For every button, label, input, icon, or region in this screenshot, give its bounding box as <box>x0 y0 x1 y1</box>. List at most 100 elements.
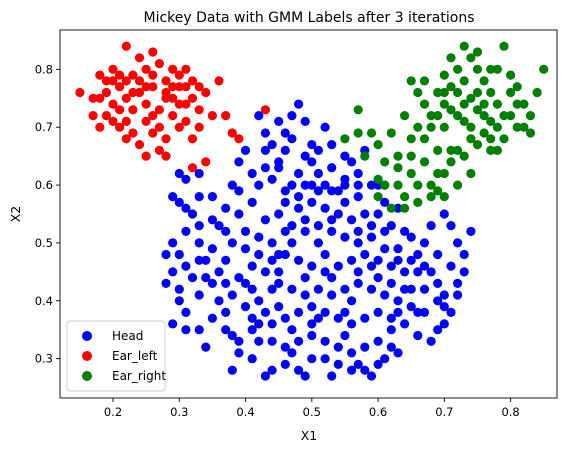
point-head-3 <box>201 342 211 352</box>
point-ear-right-40 <box>380 180 390 190</box>
point-head-204 <box>347 296 357 306</box>
point-ear-left-72 <box>115 70 125 80</box>
point-head-247 <box>287 180 297 190</box>
point-head-37 <box>240 244 251 254</box>
point-head-130 <box>360 342 370 352</box>
point-ear-left-53 <box>134 76 145 86</box>
point-ear-right-89 <box>486 134 496 144</box>
point-ear-right-51 <box>519 122 529 132</box>
point-ear-right-94 <box>433 186 443 196</box>
point-ear-right-66 <box>459 41 469 51</box>
point-head-97 <box>280 249 290 260</box>
point-head-157 <box>466 226 476 236</box>
point-head-210 <box>413 307 423 317</box>
point-ear-right-45 <box>439 168 449 179</box>
point-head-75 <box>300 226 310 236</box>
point-head-19 <box>194 168 204 179</box>
point-ear-right-70 <box>446 145 456 155</box>
point-head-2 <box>194 325 204 335</box>
point-head-71 <box>294 192 304 202</box>
point-ear-left-24 <box>154 122 164 132</box>
y-tick-label: 0.3 <box>35 352 53 366</box>
point-ear-right-58 <box>439 122 449 132</box>
point-head-232 <box>221 278 231 288</box>
point-ear-right-34 <box>459 151 469 161</box>
point-ear-left-4 <box>108 64 118 74</box>
point-head-21 <box>221 203 231 213</box>
point-ear-right-29 <box>525 128 536 138</box>
point-ear-right-41 <box>373 174 383 184</box>
point-head-236 <box>260 307 270 317</box>
point-ear-right-21 <box>492 64 502 74</box>
point-ear-left-61 <box>187 134 198 144</box>
point-head-40 <box>247 197 257 207</box>
point-head-0 <box>168 319 178 329</box>
point-head-15 <box>174 197 184 207</box>
point-head-70 <box>307 197 317 207</box>
point-head-251 <box>234 157 244 167</box>
point-head-174 <box>347 215 357 225</box>
x-tick-label: 0.6 <box>369 405 387 419</box>
x-tick-label: 0.4 <box>236 405 254 419</box>
point-ear-right-9 <box>413 87 423 98</box>
point-head-82 <box>373 209 383 219</box>
point-ear-left-54 <box>148 70 158 80</box>
point-head-119 <box>294 307 304 317</box>
point-head-110 <box>406 302 416 312</box>
point-head-244 <box>327 215 337 225</box>
point-head-219 <box>340 330 350 341</box>
point-ear-right-85 <box>419 134 430 144</box>
point-head-122 <box>254 319 264 329</box>
point-head-231 <box>247 284 257 294</box>
point-ear-left-70 <box>141 82 151 92</box>
point-ear-right-91 <box>506 87 516 98</box>
y-tick-label: 0.7 <box>35 120 53 134</box>
point-head-255 <box>353 180 363 190</box>
point-head-96 <box>294 255 304 265</box>
point-ear-right-75 <box>393 163 403 173</box>
point-head-218 <box>287 348 297 358</box>
point-head-189 <box>300 180 310 190</box>
point-ear-right-15 <box>453 64 463 74</box>
point-head-38 <box>254 232 264 242</box>
point-ear-left-51 <box>108 76 118 86</box>
point-ear-left-74 <box>121 116 131 126</box>
point-ear-left-59 <box>141 151 151 161</box>
point-head-89 <box>386 261 396 271</box>
point-head-194 <box>207 278 217 288</box>
point-ear-right-64 <box>419 76 430 86</box>
point-head-206 <box>400 284 410 294</box>
point-head-126 <box>307 330 317 341</box>
point-head-128 <box>333 342 343 352</box>
point-head-250 <box>247 168 257 179</box>
point-head-17 <box>181 174 191 184</box>
point-ear-right-42 <box>400 192 410 202</box>
point-head-133 <box>373 359 383 369</box>
legend-marker-ear-left <box>82 351 92 361</box>
point-head-142 <box>260 371 270 381</box>
point-ear-right-95 <box>373 192 383 202</box>
point-ear-left-16 <box>187 93 198 103</box>
point-head-112 <box>386 313 396 323</box>
point-ear-right-17 <box>466 53 476 63</box>
legend-box <box>66 320 166 392</box>
point-head-225 <box>380 244 390 254</box>
point-ear-right-47 <box>466 122 476 132</box>
point-head-4 <box>161 278 171 288</box>
point-head-259 <box>207 215 217 225</box>
point-head-238 <box>340 307 350 317</box>
point-ear-left-17 <box>194 105 204 115</box>
point-head-150 <box>439 319 449 329</box>
point-head-147 <box>413 330 423 341</box>
point-head-93 <box>333 261 343 271</box>
point-ear-right-19 <box>479 76 489 86</box>
point-head-73 <box>274 209 284 219</box>
point-ear-left-33 <box>148 82 158 92</box>
point-head-246 <box>366 221 377 231</box>
x-tick-label: 0.7 <box>435 405 453 419</box>
point-ear-left-58 <box>108 116 118 126</box>
point-ear-right-84 <box>512 99 522 109</box>
point-ear-left-27 <box>115 122 125 132</box>
point-ear-right-31 <box>499 134 509 144</box>
point-head-220 <box>353 359 363 369</box>
